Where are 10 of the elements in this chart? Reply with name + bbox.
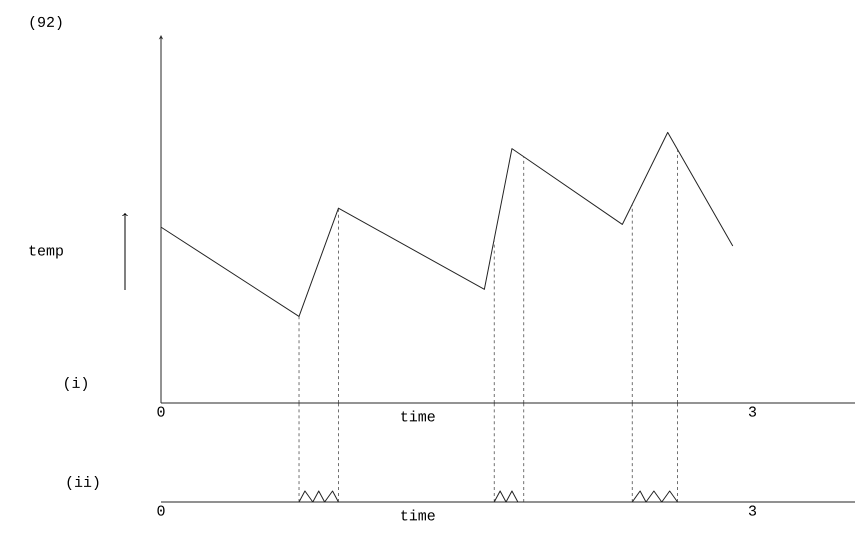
x-tick-label: 3 [748,406,756,417]
text: (i) [65,377,87,391]
x-axis-title: time [401,510,435,520]
text: (ii) [68,476,98,490]
y-axis-title: temp [29,245,63,259]
x-axis-title: time [401,410,435,422]
text: (92) [30,16,62,30]
x-tick-label: 0 [157,406,165,417]
x-tick-label: 3 [748,506,756,516]
x-tick-label: 0 [157,506,165,516]
